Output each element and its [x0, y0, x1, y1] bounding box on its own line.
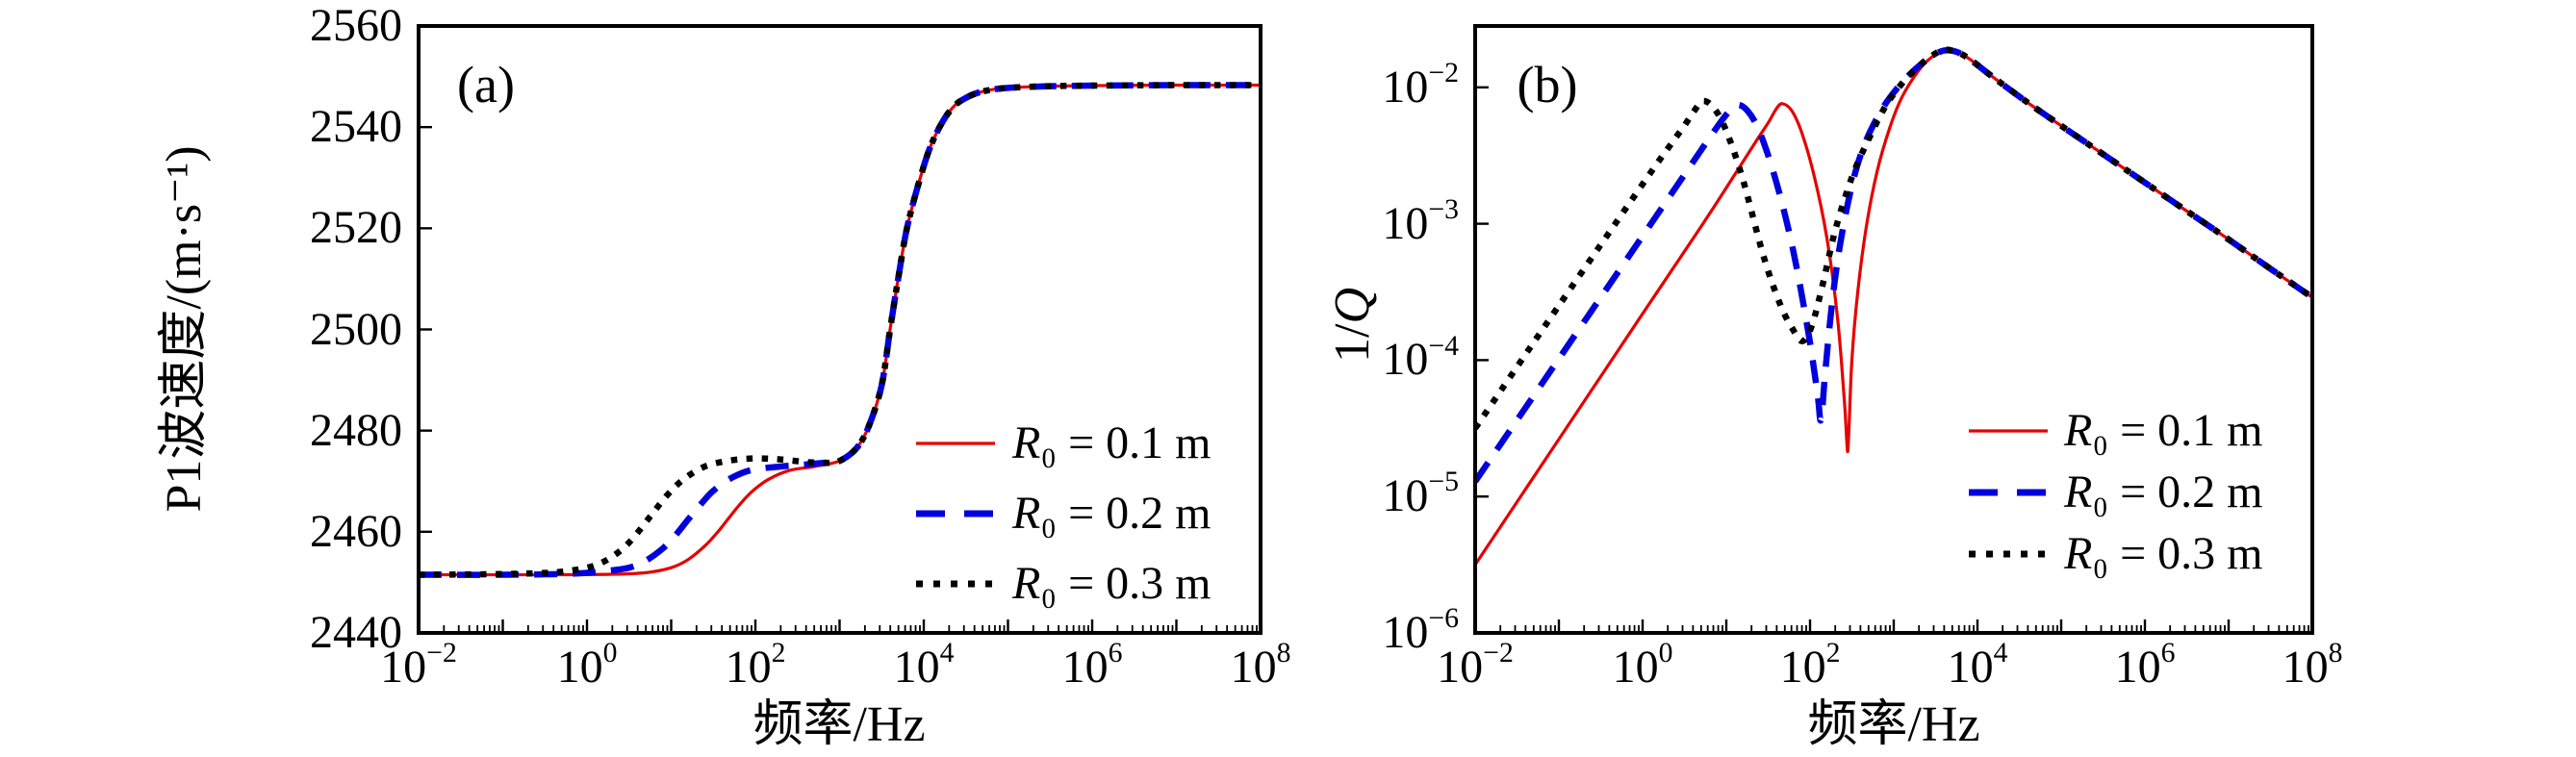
x-tick-label: 104 — [1947, 637, 2008, 693]
legend-label-0: R₀ = 0.1 m — [2064, 405, 2263, 456]
x-tick-label: 106 — [2114, 637, 2176, 693]
series-curve-2 — [418, 82, 1262, 578]
y-tick-label: 2460 — [310, 505, 402, 557]
y-tick-label: 2440 — [310, 607, 402, 658]
legend-label-1: R₀ = 0.2 m — [1012, 488, 1211, 539]
x-tick-label: 108 — [1230, 637, 1291, 693]
y-tick-label: 10−6 — [1382, 602, 1459, 658]
panel-b-plot-area — [1473, 24, 2314, 635]
legend-label-0: R₀ = 0.1 m — [1012, 417, 1211, 468]
y-tick-label: 2540 — [310, 101, 402, 153]
legend — [916, 442, 995, 588]
x-tick-label: 106 — [1061, 637, 1123, 693]
y-tick-label: 10−3 — [1382, 192, 1459, 249]
y-tick-label: 2520 — [310, 202, 402, 254]
x-tick-label: 108 — [2282, 637, 2343, 693]
y-tick-label: 10−4 — [1382, 329, 1459, 386]
panel-b-letter: (b) — [1517, 56, 1578, 114]
x-tick-label: 100 — [1612, 637, 1673, 693]
series-curve-2 — [1474, 46, 2313, 431]
legend-label-2: R₀ = 0.3 m — [2064, 528, 2263, 579]
x-tick-label: 102 — [1779, 637, 1841, 693]
y-ticks — [1475, 86, 1489, 635]
panel-a-xaxis-label: 频率/Hz — [752, 697, 926, 752]
x-tick-label: 104 — [893, 637, 955, 693]
y-tick-label: 2560 — [310, 0, 402, 51]
panel-a-plot-area — [417, 24, 1262, 635]
panel-a-yaxis-label: P1波速度/(m·s⁻¹) — [157, 145, 212, 513]
curves-group — [418, 82, 1262, 578]
panel-a-letter: (a) — [457, 56, 515, 114]
x-tick-label: 10−2 — [1437, 637, 1514, 693]
y-ticks — [419, 24, 432, 635]
series-curve-1 — [418, 82, 1262, 578]
y-tick-label: 2480 — [310, 404, 402, 456]
legend-label-2: R₀ = 0.3 m — [1012, 558, 1211, 609]
curves-group — [1474, 46, 2313, 566]
y-tick-label: 10−5 — [1382, 466, 1459, 522]
legend — [1969, 429, 2048, 558]
y-tick-label: 2500 — [310, 303, 402, 355]
panel-b-xaxis-label: 频率/Hz — [1807, 697, 1980, 752]
plot-frame — [417, 24, 1262, 635]
x-ticks — [417, 619, 1262, 633]
x-tick-label: 102 — [725, 637, 786, 693]
legend-label-1: R₀ = 0.2 m — [2064, 467, 2263, 517]
x-tick-label: 10−2 — [380, 637, 457, 693]
y-tick-label: 10−2 — [1382, 56, 1459, 113]
x-tick-label: 100 — [556, 637, 618, 693]
x-ticks — [1473, 619, 2314, 633]
